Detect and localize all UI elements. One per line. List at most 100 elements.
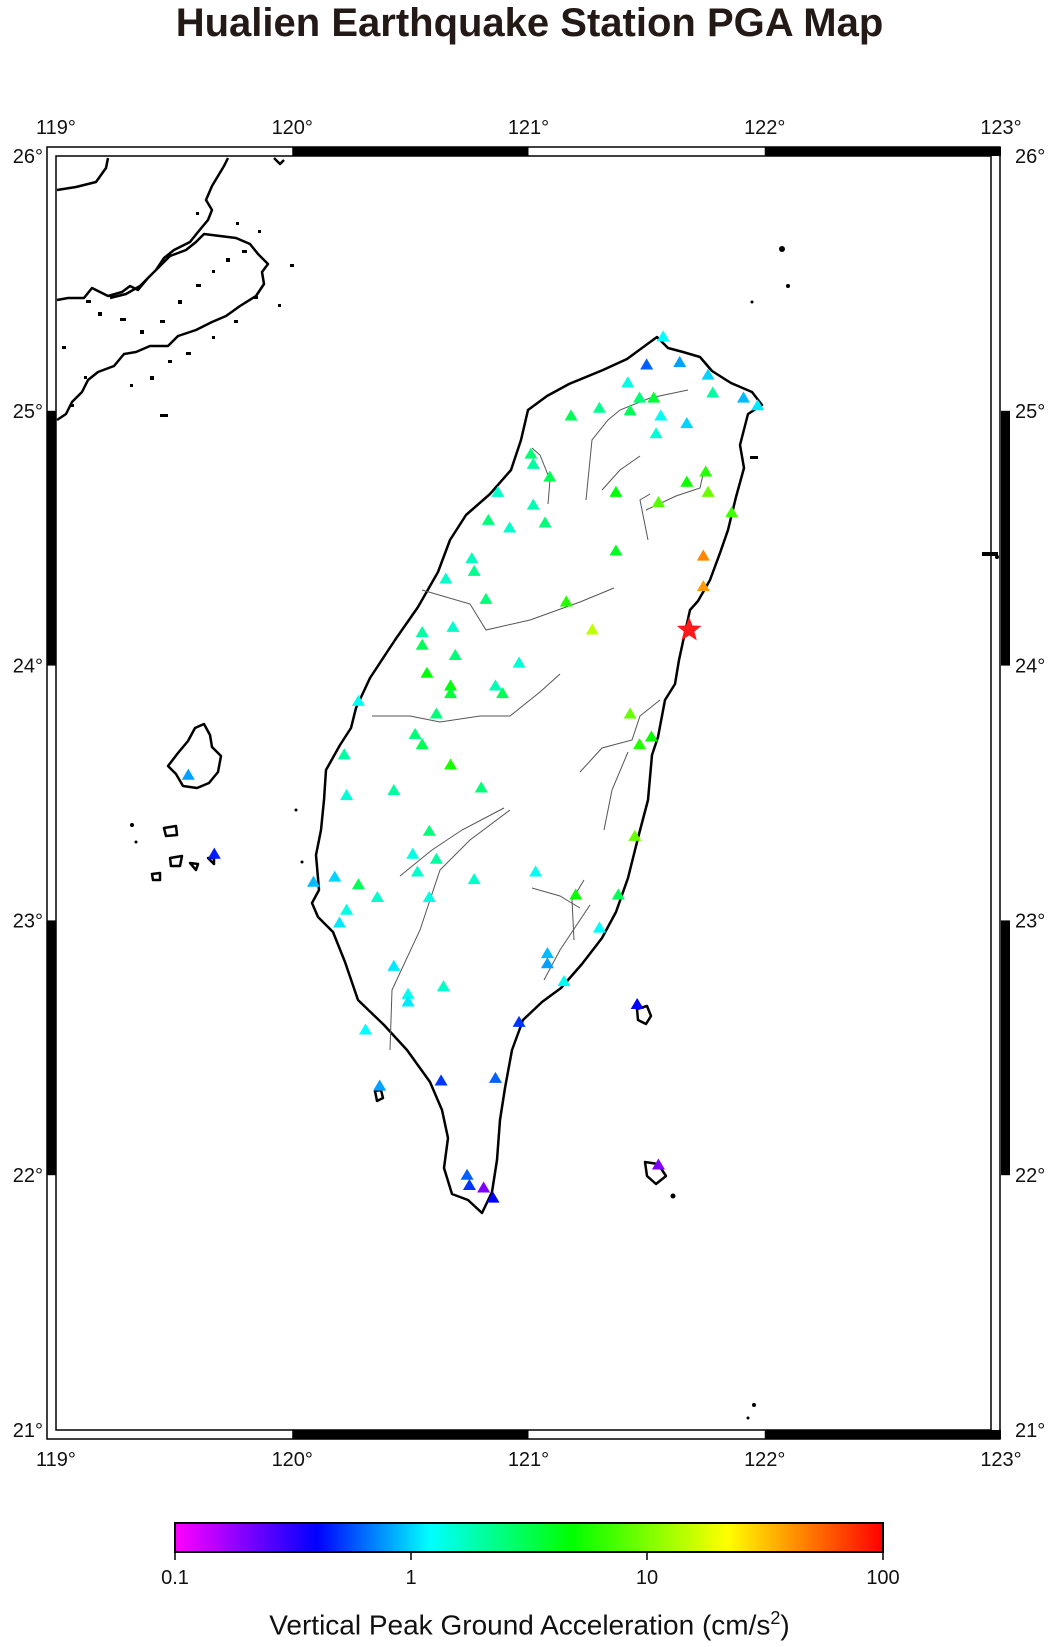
station-triangle xyxy=(488,1071,502,1083)
station-triangle xyxy=(467,873,481,885)
station-triangle xyxy=(448,648,462,660)
station-triangle xyxy=(651,496,665,508)
lon-tick-label: 122° xyxy=(744,1449,785,1471)
frame-bar-top xyxy=(292,147,529,156)
station-triangle xyxy=(207,847,221,859)
lat-tick-label: 26° xyxy=(1015,146,1045,168)
colorbar-tick-label: 1 xyxy=(405,1567,416,1589)
frame-bar-bottom xyxy=(764,1430,1001,1439)
station-triangle xyxy=(526,498,540,510)
lon-tick-label: 123° xyxy=(980,1449,1021,1471)
station-triangle xyxy=(651,1158,665,1170)
station-triangle xyxy=(699,465,713,477)
station-triangle xyxy=(481,513,495,525)
china-coast-islets xyxy=(62,212,999,1420)
frame-bar-right xyxy=(1001,410,1010,666)
lon-tick-label: 121° xyxy=(508,1449,549,1471)
station-triangle xyxy=(503,521,517,533)
frame-bar-bottom xyxy=(292,1430,529,1439)
station-triangle xyxy=(474,781,488,793)
lon-tick-label: 123° xyxy=(980,117,1021,139)
station-triangle xyxy=(559,595,573,607)
station-triangle xyxy=(592,401,606,413)
frame-bar-right xyxy=(1001,920,1010,1176)
station-triangle xyxy=(557,975,571,987)
station-triangle xyxy=(358,1023,372,1035)
epicenter-marker xyxy=(676,616,702,641)
china-coast-outline xyxy=(56,157,285,422)
station-triangle xyxy=(422,824,436,836)
station-triangle xyxy=(680,475,694,487)
lon-tick-label: 119° xyxy=(36,117,76,139)
station-triangle xyxy=(592,921,606,933)
lon-tick-label: 120° xyxy=(272,117,313,139)
station-triangle xyxy=(479,592,493,604)
station-triangle xyxy=(429,707,443,719)
station-triangle xyxy=(680,417,694,429)
station-triangle xyxy=(410,865,424,877)
station-triangle xyxy=(673,355,687,367)
station-triangle xyxy=(439,572,453,584)
station-triangle xyxy=(609,485,623,497)
station-triangle xyxy=(337,748,351,760)
axis-tick-labels: 119° 119° 120° 120° 121° 121° 122° 122° 123° 123°… xyxy=(13,117,1046,1471)
lon-tick-label: 122° xyxy=(744,117,785,139)
station-triangle xyxy=(420,666,434,678)
station-triangle xyxy=(569,888,583,900)
station-triangle xyxy=(621,376,635,388)
colorbar-tick-label: 100 xyxy=(866,1567,899,1589)
penghu-south-islands xyxy=(150,824,216,882)
lat-tick-label: 25° xyxy=(1015,401,1045,423)
station-triangle xyxy=(401,995,415,1007)
station-triangle xyxy=(460,1168,474,1180)
frame-bar-left xyxy=(47,410,56,666)
station-triangle xyxy=(434,1074,448,1086)
station-triangle xyxy=(512,1015,526,1027)
station-triangle xyxy=(623,404,637,416)
lat-tick-label: 22° xyxy=(1015,1165,1045,1187)
lat-tick-label: 24° xyxy=(1015,656,1045,678)
station-triangle xyxy=(373,1079,387,1091)
station-triangle xyxy=(446,620,460,632)
station-triangle xyxy=(406,847,420,859)
station-triangle xyxy=(633,738,647,750)
frame-checker-bars xyxy=(47,147,1010,1439)
station-triangle xyxy=(649,427,663,439)
station-triangle xyxy=(701,368,715,380)
lat-tick-label: 25° xyxy=(13,401,43,423)
colorbar-tick-label: 10 xyxy=(636,1567,658,1589)
station-triangle xyxy=(340,903,354,915)
station-triangle xyxy=(706,386,720,398)
lat-tick-label: 22° xyxy=(13,1165,43,1187)
station-triangle xyxy=(486,1191,500,1203)
station-triangle xyxy=(444,687,458,699)
station-triangle xyxy=(633,391,647,403)
station-triangle xyxy=(387,783,401,796)
penghu-islands-outline xyxy=(166,722,223,790)
station-triangle xyxy=(623,707,637,719)
colorbar-gradient xyxy=(174,1522,884,1553)
station-triangle xyxy=(477,1181,491,1193)
station-triangle xyxy=(370,890,384,903)
station-triangle xyxy=(488,679,502,691)
station-triangle xyxy=(444,758,458,770)
map-title: Hualien Earthquake Station PGA Map xyxy=(175,1,884,45)
station-triangle xyxy=(611,888,625,900)
station-triangle xyxy=(307,875,321,887)
station-triangle xyxy=(538,516,552,528)
station-triangle xyxy=(529,865,543,877)
station-triangle xyxy=(408,727,422,739)
station-triangle xyxy=(701,485,715,497)
station-triangle xyxy=(415,738,429,750)
station-triangle xyxy=(422,890,436,903)
station-triangle xyxy=(630,997,644,1010)
epicenter-star xyxy=(676,616,702,641)
colorbar: 0.1 1 10 100 xyxy=(161,1522,900,1589)
station-triangle xyxy=(436,980,450,992)
station-triangle xyxy=(540,947,554,959)
station-triangle xyxy=(351,878,365,890)
station-triangle xyxy=(333,916,346,928)
station-triangle xyxy=(181,768,195,780)
lat-tick-label: 24° xyxy=(13,656,43,678)
